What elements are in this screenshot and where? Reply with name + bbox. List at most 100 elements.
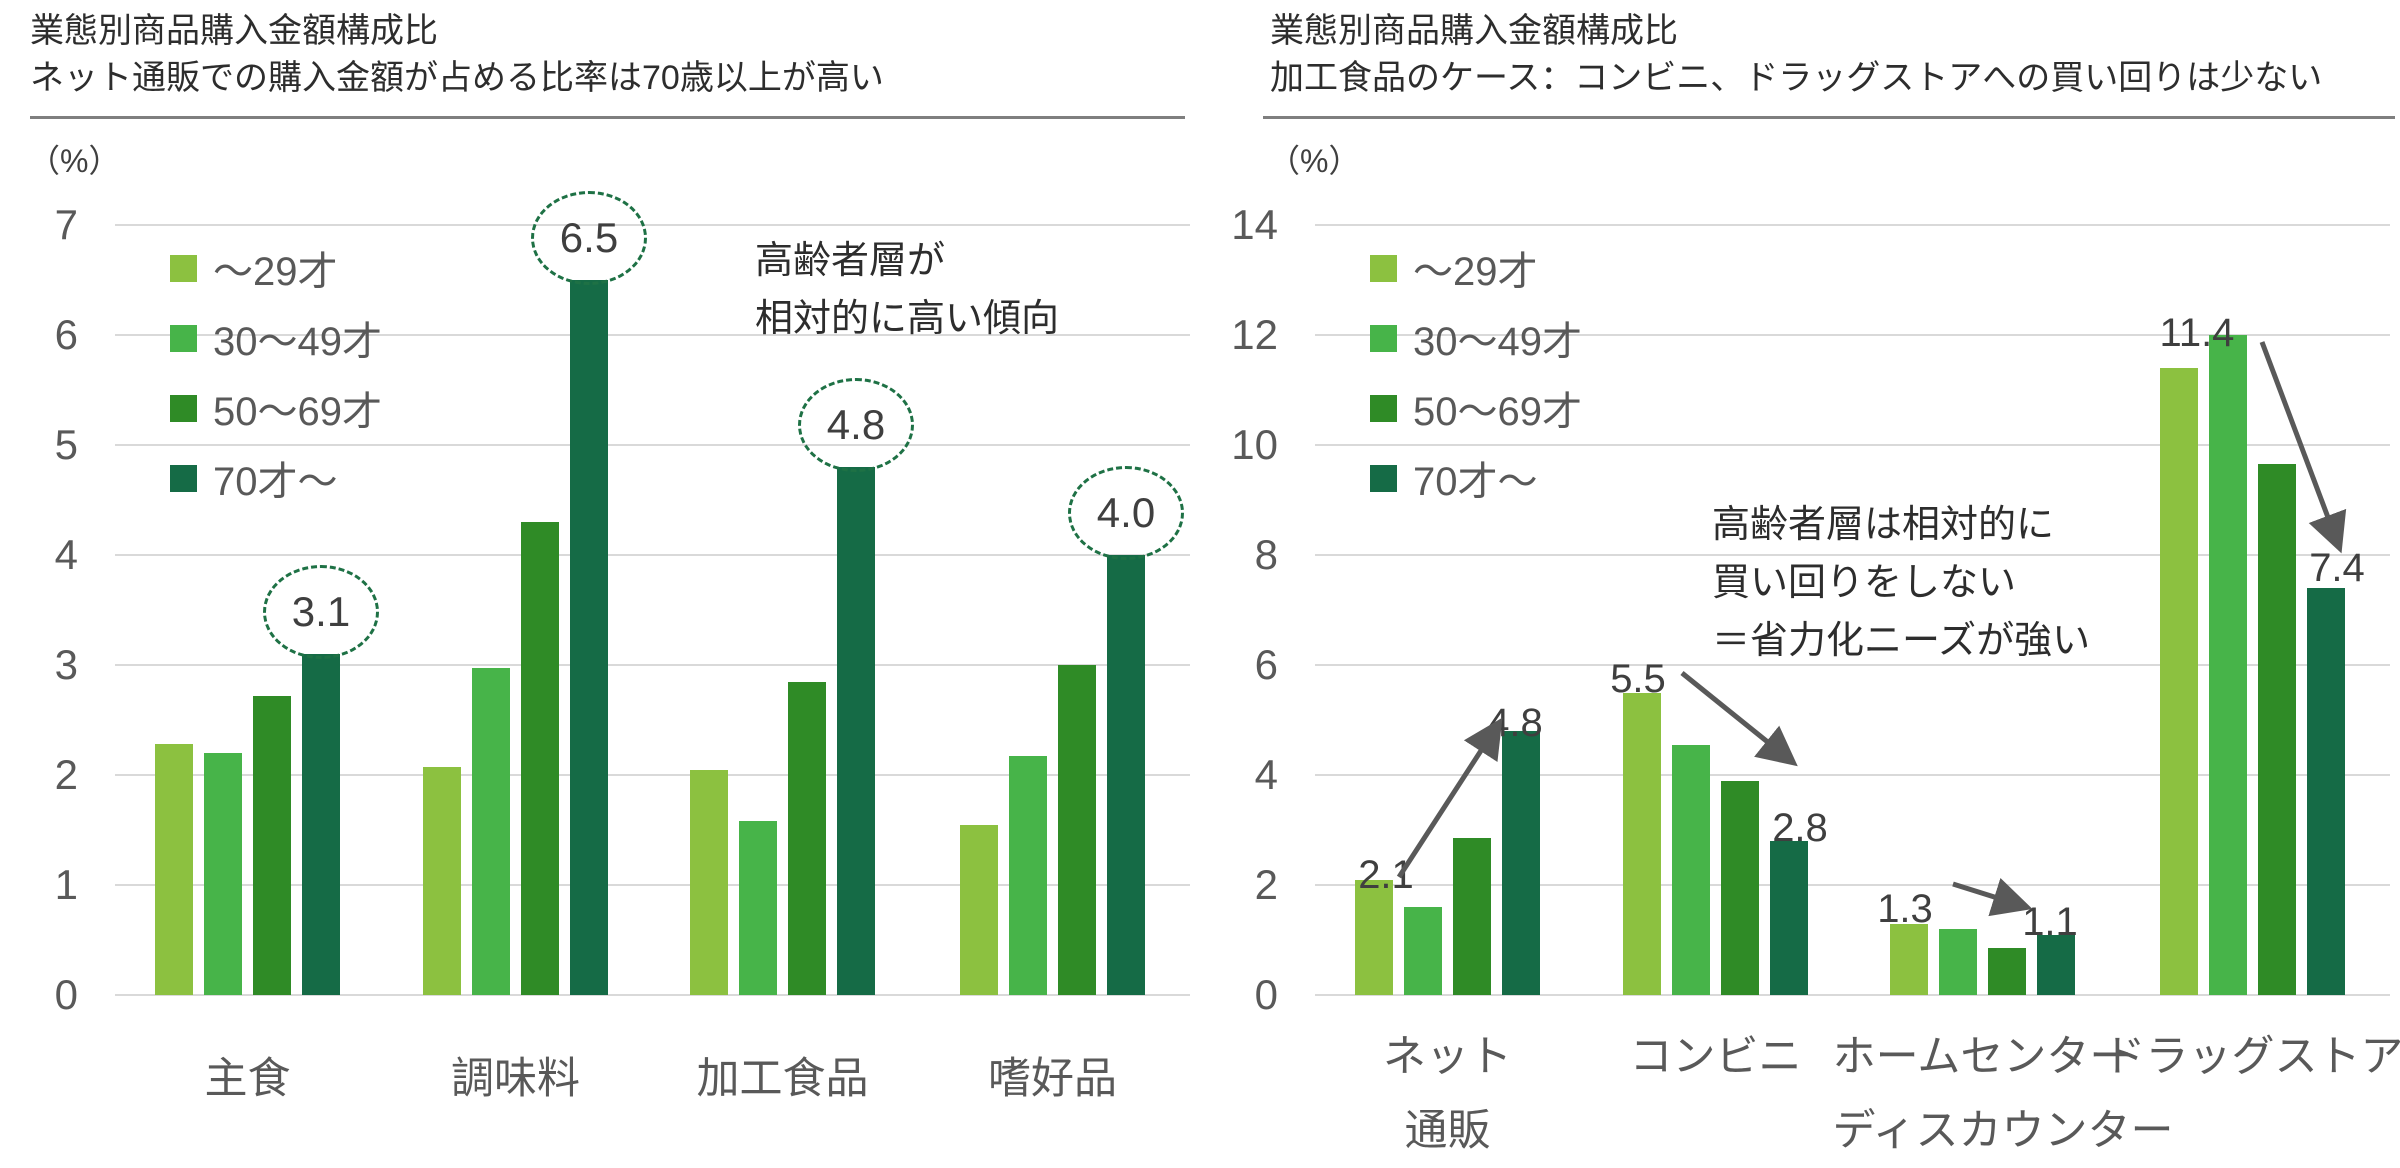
y-axis-tick-label: 3 [8, 641, 78, 689]
y-axis-tick-label: 12 [1208, 311, 1278, 359]
x-axis-category-label: 主食 [98, 1042, 398, 1116]
legend-color-swatch [170, 255, 197, 282]
y-axis-tick-label: 2 [8, 751, 78, 799]
title-underline [30, 116, 1185, 119]
bar [253, 696, 291, 995]
y-axis-tick-label: 4 [1208, 751, 1278, 799]
chart-panel-right: 業態別商品購入金額構成比 加工食品のケース：コンビニ、ドラッグストアへの買い回り… [1200, 0, 2400, 1160]
circled-value-label: 4.8 [798, 378, 914, 472]
bar [1988, 948, 2026, 995]
title-underline [1263, 116, 2395, 119]
chart-title-line2: ネット通販での購入金額が占める比率は70歳以上が高い [30, 55, 884, 102]
x-axis-category-line: 調味料 [366, 1042, 666, 1116]
y-axis-tick-label: 6 [8, 311, 78, 359]
x-axis-category-line: 嗜好品 [903, 1042, 1203, 1116]
x-axis-category-label: ドラッグストア [2103, 1020, 2400, 1094]
gridline [115, 554, 1190, 556]
bar [1009, 756, 1047, 995]
legend-item: 70才〜 [1370, 454, 1538, 502]
y-axis-tick-label: 6 [1208, 641, 1278, 689]
gridline [115, 444, 1190, 446]
x-axis-category-label: 加工食品 [633, 1042, 933, 1116]
chart-title: 業態別商品購入金額構成比 加工食品のケース：コンビニ、ドラッグストアへの買い回り… [1270, 8, 2322, 102]
bar [739, 821, 777, 995]
chart-panel-left: 業態別商品購入金額構成比 ネット通販での購入金額が占める比率は70歳以上が高い … [0, 0, 1200, 1160]
bar [570, 280, 608, 995]
bar [2160, 368, 2198, 995]
legend-color-swatch [1370, 325, 1397, 352]
legend-label: 〜29才 [1413, 239, 1538, 297]
x-axis-category-label: ホームセンターディスカウンター [1833, 1020, 2133, 1168]
x-axis-category-line: 加工食品 [633, 1042, 933, 1116]
y-axis-tick-label: 1 [8, 861, 78, 909]
legend-item: 50〜69才 [1370, 384, 1582, 432]
chart-title-line2: 加工食品のケース：コンビニ、ドラッグストアへの買い回りは少ない [1270, 55, 2322, 102]
bar [1939, 929, 1977, 995]
y-axis-unit-label: （%） [1268, 136, 1360, 182]
y-axis-tick-label: 2 [1208, 861, 1278, 909]
legend-item: 〜29才 [170, 244, 338, 292]
bar-value-label: 2.8 [1730, 805, 1870, 851]
bar [1453, 838, 1491, 995]
bar [690, 770, 728, 996]
bar-value-label: 7.4 [2267, 545, 2400, 591]
bar [521, 522, 559, 995]
bar-value-label: 1.1 [1980, 899, 2120, 945]
x-axis-category-line: ネット [1298, 1020, 1598, 1094]
bar [302, 654, 340, 995]
y-axis-tick-label: 7 [8, 201, 78, 249]
bar-value-label: 5.5 [1568, 656, 1708, 702]
y-axis-tick-label: 0 [8, 971, 78, 1019]
annotation-text: 高齢者層が相対的に高い傾向 [755, 232, 1059, 348]
legend-label: 30〜49才 [1413, 309, 1582, 367]
bar [788, 682, 826, 996]
legend-label: 50〜69才 [213, 379, 382, 437]
legend-label: 30〜49才 [213, 309, 382, 367]
bar-value-label: 1.3 [1835, 886, 1975, 932]
x-axis-category-line: 主食 [98, 1042, 398, 1116]
y-axis-tick-label: 14 [1208, 201, 1278, 249]
x-axis-category-label: 嗜好品 [903, 1042, 1203, 1116]
x-axis-category-line: 通販 [1298, 1094, 1598, 1168]
bar [1502, 731, 1540, 995]
bar [1672, 745, 1710, 995]
bar [1890, 924, 1928, 996]
legend-label: 70才〜 [213, 449, 338, 507]
bar [423, 767, 461, 995]
x-axis-category-line: ホームセンター [1833, 1020, 2133, 1094]
legend-color-swatch [170, 325, 197, 352]
chart-title-line1: 業態別商品購入金額構成比 [1270, 8, 2322, 55]
bar [1404, 907, 1442, 995]
gridline [1315, 224, 2390, 226]
bar [1107, 555, 1145, 995]
bar [1058, 665, 1096, 995]
bar [204, 753, 242, 995]
chart-title-line1: 業態別商品購入金額構成比 [30, 8, 884, 55]
legend-item: 30〜49才 [1370, 314, 1582, 362]
x-axis-category-line: コンビニ [1566, 1020, 1866, 1094]
circled-value-label: 6.5 [531, 191, 647, 285]
bar-value-label: 11.4 [2127, 310, 2267, 356]
bar [960, 825, 998, 996]
annotation-line: 相対的に高い傾向 [755, 290, 1059, 348]
legend-item: 50〜69才 [170, 384, 382, 432]
bar [155, 744, 193, 995]
circled-value-label: 4.0 [1068, 466, 1184, 560]
legend-item: 70才〜 [170, 454, 338, 502]
annotation-line: ＝省力化ニーズが強い [1712, 612, 2090, 670]
bar [2209, 335, 2247, 995]
y-axis-tick-label: 8 [1208, 531, 1278, 579]
bar [2307, 588, 2345, 995]
legend-color-swatch [170, 395, 197, 422]
x-axis-category-line: ドラッグストア [2103, 1020, 2400, 1094]
bar [1770, 841, 1808, 995]
y-axis-tick-label: 5 [8, 421, 78, 469]
bar [837, 467, 875, 995]
y-axis-tick-label: 0 [1208, 971, 1278, 1019]
annotation-line: 買い回りをしない [1712, 554, 2090, 612]
bar [1623, 693, 1661, 996]
x-axis-category-line: ディスカウンター [1833, 1094, 2133, 1168]
bar [472, 668, 510, 995]
legend-item: 〜29才 [1370, 244, 1538, 292]
